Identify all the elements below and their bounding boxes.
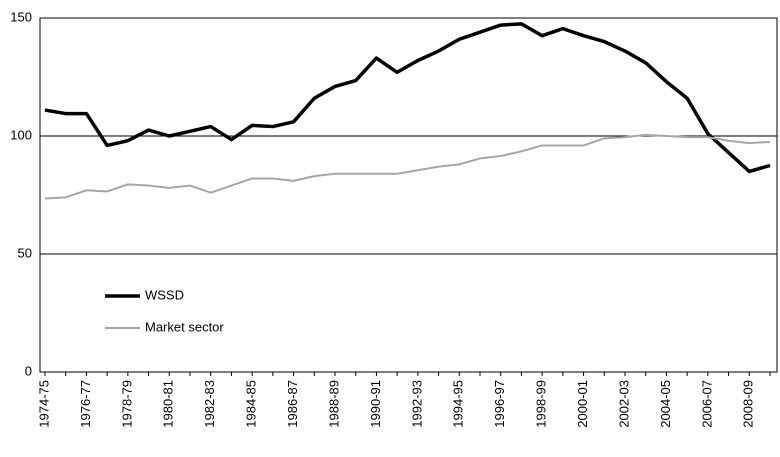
x-tick-label: 1978-79 — [119, 380, 134, 428]
y-tick-label: 50 — [18, 245, 32, 260]
x-tick-label: 1980-81 — [161, 380, 176, 428]
x-tick-label: 1988-89 — [326, 380, 341, 428]
x-tick-label: 1998-99 — [534, 380, 549, 428]
y-tick-label: 150 — [10, 9, 32, 24]
x-tick-label: 2002-03 — [616, 380, 631, 428]
x-tick-label: 1992-93 — [409, 380, 424, 428]
legend-label: WSSD — [145, 287, 184, 302]
x-tick-label: 2008-09 — [741, 380, 756, 428]
line-series — [44, 133, 771, 200]
x-tick-label: 1986-87 — [285, 380, 300, 428]
x-tick-label: 1994-95 — [451, 380, 466, 428]
x-tick-label: 1984-85 — [244, 380, 259, 428]
line-series — [44, 22, 771, 174]
x-tick-label: 1990-91 — [368, 380, 383, 428]
x-tick-label: 2004-05 — [658, 380, 673, 428]
x-tick-label: 1976-77 — [78, 380, 93, 428]
x-tick-label: 2006-07 — [699, 380, 714, 428]
y-tick-label: 100 — [10, 127, 32, 142]
x-tick-label: 2000-01 — [575, 380, 590, 428]
legend-label: Market sector — [145, 319, 224, 334]
x-tick-label: 1996-97 — [492, 380, 507, 428]
y-tick-label: 0 — [25, 363, 32, 378]
x-tick-label: 1974-75 — [36, 380, 51, 428]
x-tick-label: 1982-83 — [202, 380, 217, 428]
